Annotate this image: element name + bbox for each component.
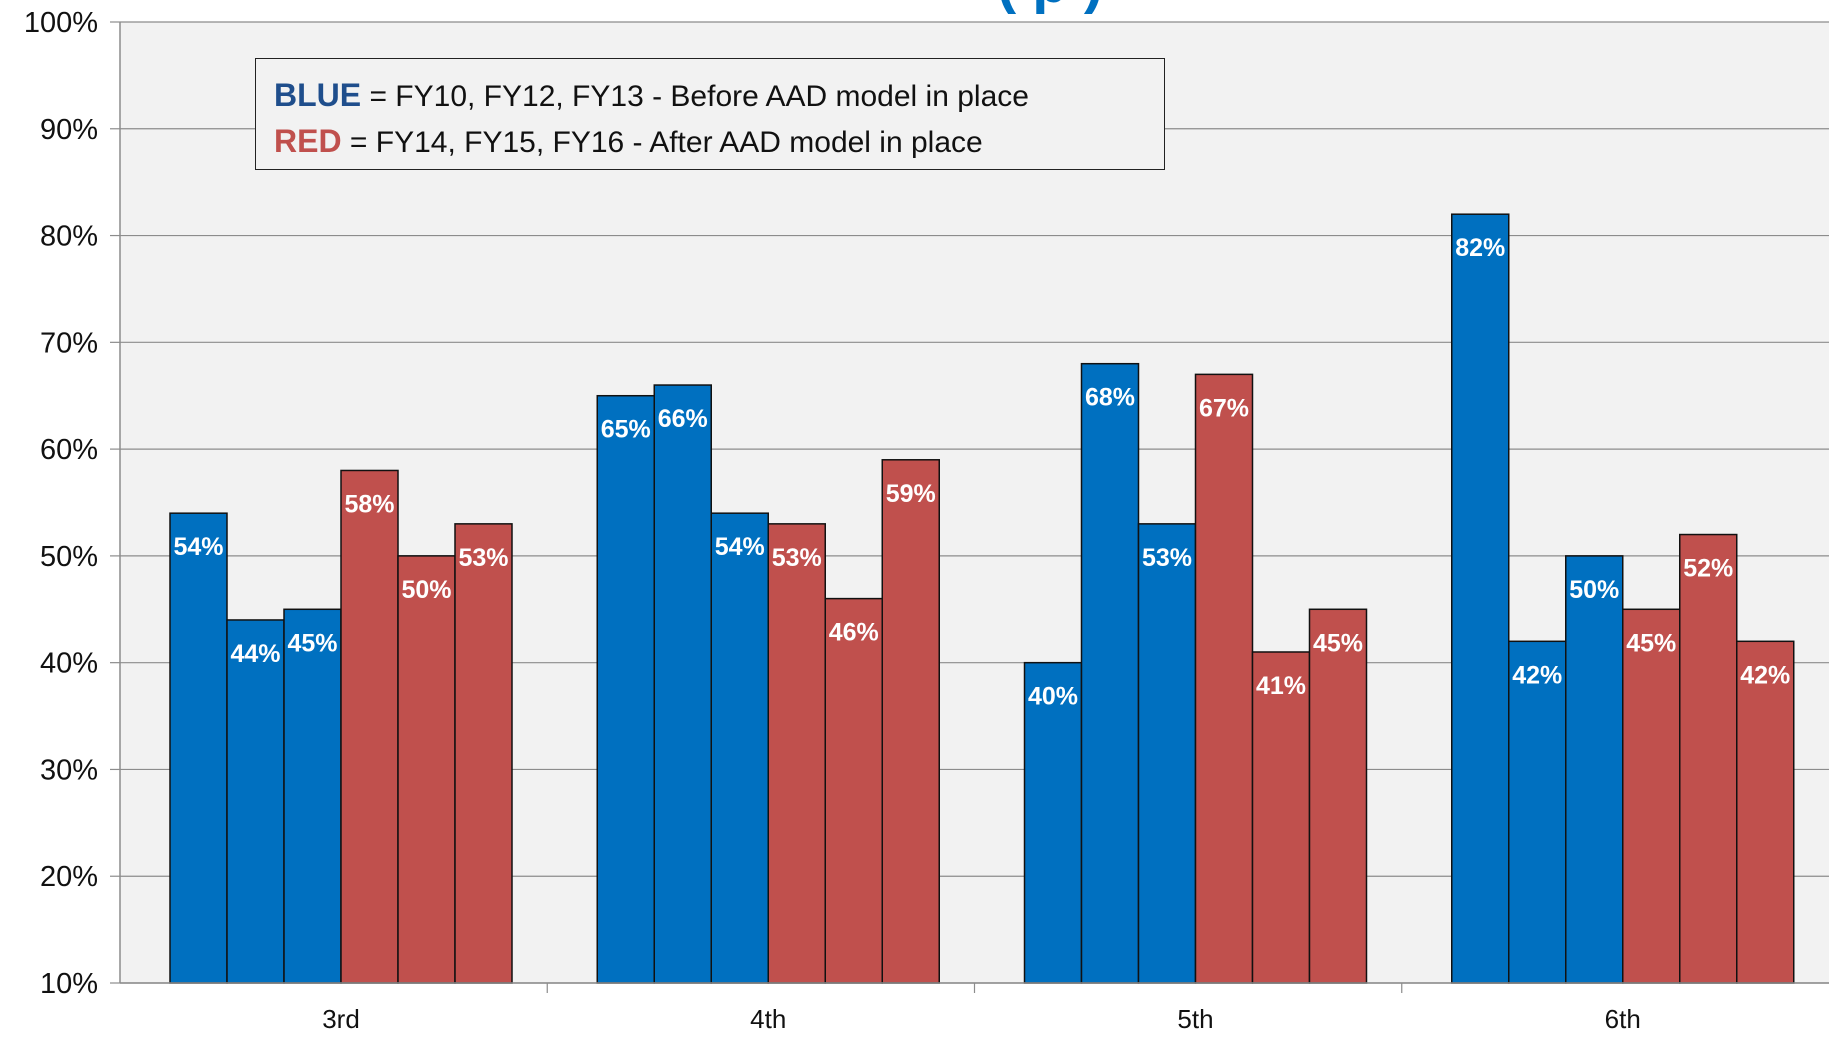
data-label: 50% xyxy=(401,576,451,604)
bar xyxy=(1679,533,1738,984)
data-label: 40% xyxy=(1028,683,1078,711)
bar xyxy=(1308,608,1368,984)
data-label: 41% xyxy=(1256,672,1306,700)
legend-key-red: RED xyxy=(274,123,342,159)
y-tick-label: 80% xyxy=(40,221,98,253)
y-tick-label: 40% xyxy=(40,648,98,680)
bar xyxy=(169,512,228,984)
legend-entry-red: RED = FY14, FY15, FY16 - After AAD model… xyxy=(274,119,1164,165)
x-tick-label: 6th xyxy=(1605,1004,1641,1034)
data-label: 66% xyxy=(658,405,708,433)
bar xyxy=(710,512,769,984)
bar xyxy=(1137,523,1197,984)
y-tick-label: 60% xyxy=(40,434,98,466)
data-label: 67% xyxy=(1199,394,1249,422)
data-label: 53% xyxy=(458,544,508,572)
bar xyxy=(653,384,712,984)
bar xyxy=(454,523,513,984)
data-label: 68% xyxy=(1085,384,1135,412)
data-label: 50% xyxy=(1569,576,1619,604)
y-tick-label: 10% xyxy=(40,968,98,1000)
x-tick-label: 3rd xyxy=(322,1004,360,1034)
legend-entry-blue: BLUE = FY10, FY12, FY13 - Before AAD mod… xyxy=(274,73,1164,119)
bar xyxy=(881,459,940,984)
y-tick-label: 100% xyxy=(24,7,98,39)
x-tick-label: 5th xyxy=(1177,1004,1213,1034)
data-label: 65% xyxy=(601,416,651,444)
bar xyxy=(1194,373,1254,984)
axes: 10% 20% 30% 40% 50% 60% 70% 80% 90% 100% 3rd 4th 5th… xyxy=(24,7,1829,1034)
data-label: 53% xyxy=(772,544,822,572)
data-label: 52% xyxy=(1683,555,1733,583)
y-tick-label: 90% xyxy=(40,114,98,146)
legend: BLUE = FY10, FY12, FY13 - Before AAD mod… xyxy=(255,58,1165,170)
data-label: 45% xyxy=(287,629,337,657)
chart-title: ( p ) xyxy=(997,0,1103,15)
data-label: 54% xyxy=(715,533,765,561)
data-label: 45% xyxy=(1626,629,1676,657)
bar xyxy=(340,469,399,984)
bar xyxy=(283,608,342,984)
y-tick-label: 20% xyxy=(40,861,98,893)
data-label: 82% xyxy=(1455,234,1505,262)
bar xyxy=(767,523,826,984)
data-label: 53% xyxy=(1142,544,1192,572)
bar xyxy=(1565,555,1624,984)
data-label: 59% xyxy=(886,480,936,508)
bar xyxy=(226,619,285,984)
legend-text-red: = FY14, FY15, FY16 - After AAD model in … xyxy=(341,126,983,159)
bar xyxy=(1251,651,1311,984)
legend-text-blue: = FY10, FY12, FY13 - Before AAD model in… xyxy=(361,80,1029,113)
bar xyxy=(1080,362,1140,984)
y-tick-label: 70% xyxy=(40,327,98,359)
data-label: 54% xyxy=(173,533,223,561)
bar xyxy=(1508,640,1567,984)
data-labels: 54%44% 45%58%50%53%65% 66%54% 53%46%59%40%6… xyxy=(173,234,1790,710)
data-label: 58% xyxy=(344,490,394,518)
bar xyxy=(1451,213,1510,984)
bar xyxy=(824,597,883,984)
data-label: 42% xyxy=(1740,661,1790,689)
legend-key-blue: BLUE xyxy=(274,77,362,113)
bar xyxy=(397,555,456,984)
data-label: 45% xyxy=(1313,629,1363,657)
bars xyxy=(169,213,1795,984)
x-tick-label: 4th xyxy=(750,1004,786,1034)
bar xyxy=(1023,661,1083,984)
y-tick-label: 50% xyxy=(40,541,98,573)
data-label: 46% xyxy=(829,619,879,647)
bar xyxy=(596,394,655,984)
bar xyxy=(1622,608,1681,984)
data-label: 44% xyxy=(230,640,280,668)
y-tick-label: 30% xyxy=(40,754,98,786)
bar xyxy=(1736,640,1795,984)
data-label: 42% xyxy=(1512,661,1562,689)
